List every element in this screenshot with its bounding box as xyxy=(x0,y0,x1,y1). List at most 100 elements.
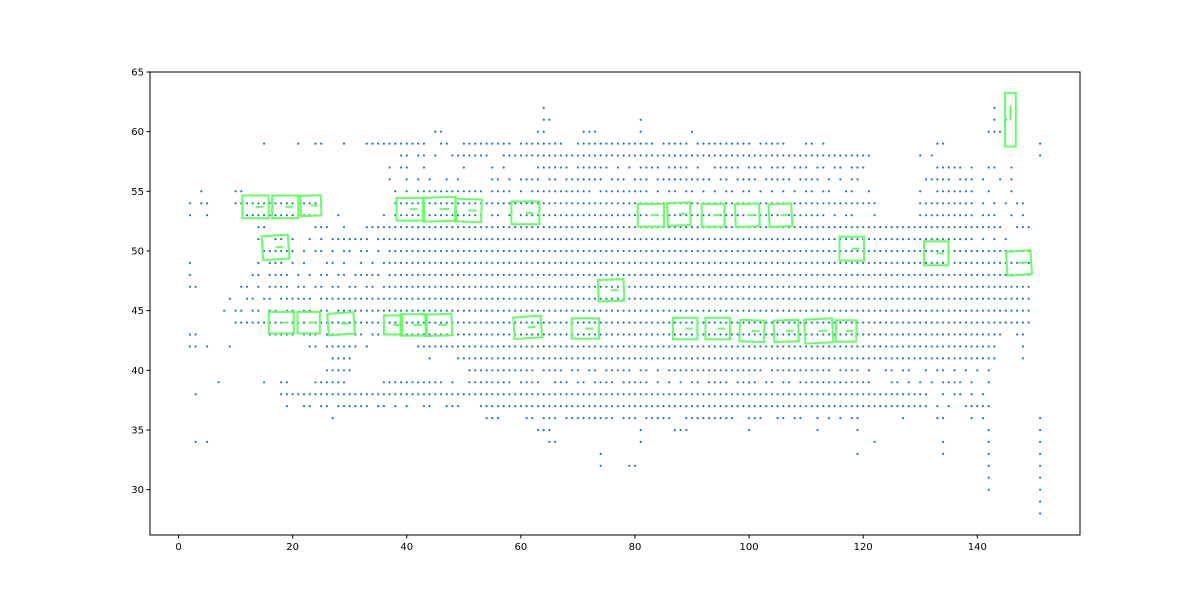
scatter-point xyxy=(616,393,620,396)
scatter-point xyxy=(457,333,460,336)
scatter-point xyxy=(924,226,928,229)
scatter-point xyxy=(531,321,534,324)
scatter-point xyxy=(856,345,859,348)
scatter-point xyxy=(445,405,448,408)
scatter-point xyxy=(462,249,465,253)
y-tick-label: 55 xyxy=(131,187,144,198)
scatter-point xyxy=(725,202,728,205)
scatter-point xyxy=(245,202,249,205)
scatter-points-layer xyxy=(188,106,1042,515)
scatter-point xyxy=(822,142,825,145)
scatter-point xyxy=(514,226,517,229)
scatter-point xyxy=(822,261,825,264)
scatter-point xyxy=(890,357,893,360)
scatter-point xyxy=(696,249,699,253)
scatter-point xyxy=(953,190,956,193)
scatter-point xyxy=(862,285,865,288)
scatter-point xyxy=(457,297,460,300)
scatter-point xyxy=(787,309,791,312)
scatter-point xyxy=(953,297,956,300)
scatter-point xyxy=(890,297,893,300)
scatter-point xyxy=(479,297,482,300)
scatter-point xyxy=(708,214,711,217)
scatter-point xyxy=(668,297,671,300)
scatter-point xyxy=(394,297,397,300)
scatter-point xyxy=(810,238,813,241)
scatter-point xyxy=(827,226,831,229)
scatter-point xyxy=(805,297,808,300)
scatter-point xyxy=(953,249,956,253)
scatter-point xyxy=(593,417,597,420)
scatter-point xyxy=(902,345,905,348)
scatter-point xyxy=(736,309,739,312)
scatter-point xyxy=(987,369,990,372)
scatter-point xyxy=(554,249,557,253)
scatter-point xyxy=(713,321,716,324)
scatter-point xyxy=(628,464,631,467)
scatter-point xyxy=(542,333,545,336)
scatter-point xyxy=(736,369,739,372)
scatter-point xyxy=(474,309,477,312)
scatter-point xyxy=(468,249,471,253)
scatter-point xyxy=(862,202,865,205)
scatter-point xyxy=(263,381,266,384)
scatter-point xyxy=(571,226,574,229)
scatter-point xyxy=(485,261,488,264)
scatter-point xyxy=(519,369,523,372)
scatter-point xyxy=(742,178,745,181)
scatter-point xyxy=(280,238,283,241)
detection-box-outline xyxy=(570,317,600,340)
scatter-point xyxy=(719,154,722,157)
scatter-point xyxy=(457,273,460,276)
scatter-point xyxy=(964,178,968,181)
scatter-point xyxy=(576,417,580,420)
scatter-point xyxy=(879,261,882,264)
scatter-point xyxy=(839,417,842,420)
scatter-point xyxy=(605,285,608,288)
scatter-point xyxy=(554,166,557,169)
scatter-point xyxy=(582,273,585,276)
scatter-point xyxy=(519,273,523,276)
scatter-point xyxy=(508,333,511,336)
scatter-point xyxy=(981,321,985,324)
scatter-point xyxy=(611,249,614,253)
scatter-point xyxy=(445,142,448,145)
scatter-point xyxy=(519,357,523,360)
scatter-point xyxy=(913,238,916,241)
scatter-point xyxy=(491,417,494,420)
scatter-point xyxy=(245,297,249,300)
detection-box xyxy=(738,318,766,344)
scatter-point xyxy=(365,297,368,300)
scatter-point xyxy=(959,166,962,169)
scatter-point xyxy=(947,190,950,193)
scatter-point xyxy=(394,238,397,241)
scatter-point xyxy=(673,393,677,396)
scatter-point xyxy=(502,238,505,241)
scatter-point xyxy=(548,393,551,396)
scatter-point xyxy=(462,261,465,264)
scatter-point xyxy=(696,214,699,217)
scatter-point xyxy=(919,202,922,205)
scatter-point xyxy=(599,238,602,241)
scatter-point xyxy=(902,393,905,396)
scatter-point xyxy=(491,357,494,360)
scatter-point xyxy=(964,190,968,193)
scatter-point xyxy=(525,226,528,229)
scatter-point xyxy=(337,297,340,300)
scatter-point xyxy=(782,273,785,276)
scatter-point xyxy=(668,393,671,396)
scatter-point xyxy=(360,261,363,264)
scatter-point xyxy=(605,369,608,372)
scatter-point xyxy=(417,297,420,300)
scatter-point xyxy=(673,357,677,360)
scatter-point xyxy=(519,405,523,408)
scatter-point xyxy=(890,345,893,348)
scatter-point xyxy=(702,297,705,300)
scatter-point xyxy=(725,381,728,384)
scatter-point xyxy=(439,285,443,288)
scatter-point xyxy=(554,178,557,181)
scatter-point xyxy=(805,261,808,264)
scatter-point xyxy=(793,369,796,372)
scatter-point xyxy=(907,405,910,408)
scatter-point xyxy=(702,154,705,157)
